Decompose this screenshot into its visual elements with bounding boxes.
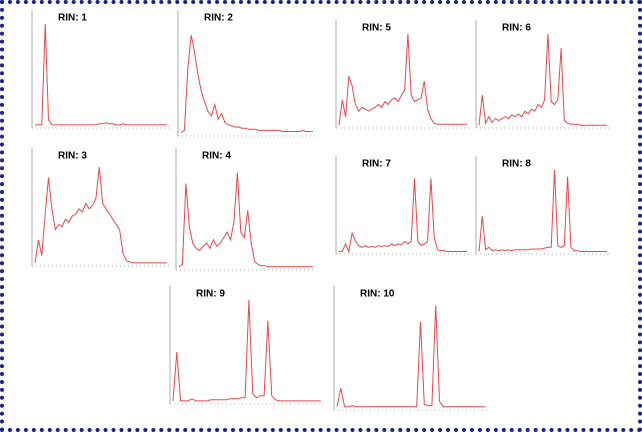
trace <box>339 178 467 254</box>
chart-title: RIN: 3 <box>58 151 87 162</box>
chart-title: RIN: 8 <box>502 159 531 170</box>
chart-title: RIN: 5 <box>362 23 391 34</box>
chart-title: RIN: 2 <box>204 13 233 24</box>
trace <box>336 305 485 408</box>
trace <box>34 167 167 264</box>
chart-title: RIN: 7 <box>362 159 391 170</box>
charts: RIN: 1 RIN: 2 RIN: 5 RIN: 6 RIN: 3 RIN: 4 RIN:… <box>31 10 610 411</box>
chart-title: RIN: 9 <box>196 289 225 300</box>
trace <box>478 169 607 252</box>
trace <box>35 23 167 126</box>
trace <box>180 35 313 134</box>
trace <box>478 33 607 126</box>
trace <box>338 33 467 126</box>
chart-title: RIN: 10 <box>360 289 395 300</box>
trace <box>178 172 313 268</box>
chart-title: RIN: 1 <box>58 13 87 24</box>
chart-title: RIN: 4 <box>202 151 231 162</box>
trace <box>172 299 321 402</box>
chart-title: RIN: 6 <box>502 23 531 34</box>
